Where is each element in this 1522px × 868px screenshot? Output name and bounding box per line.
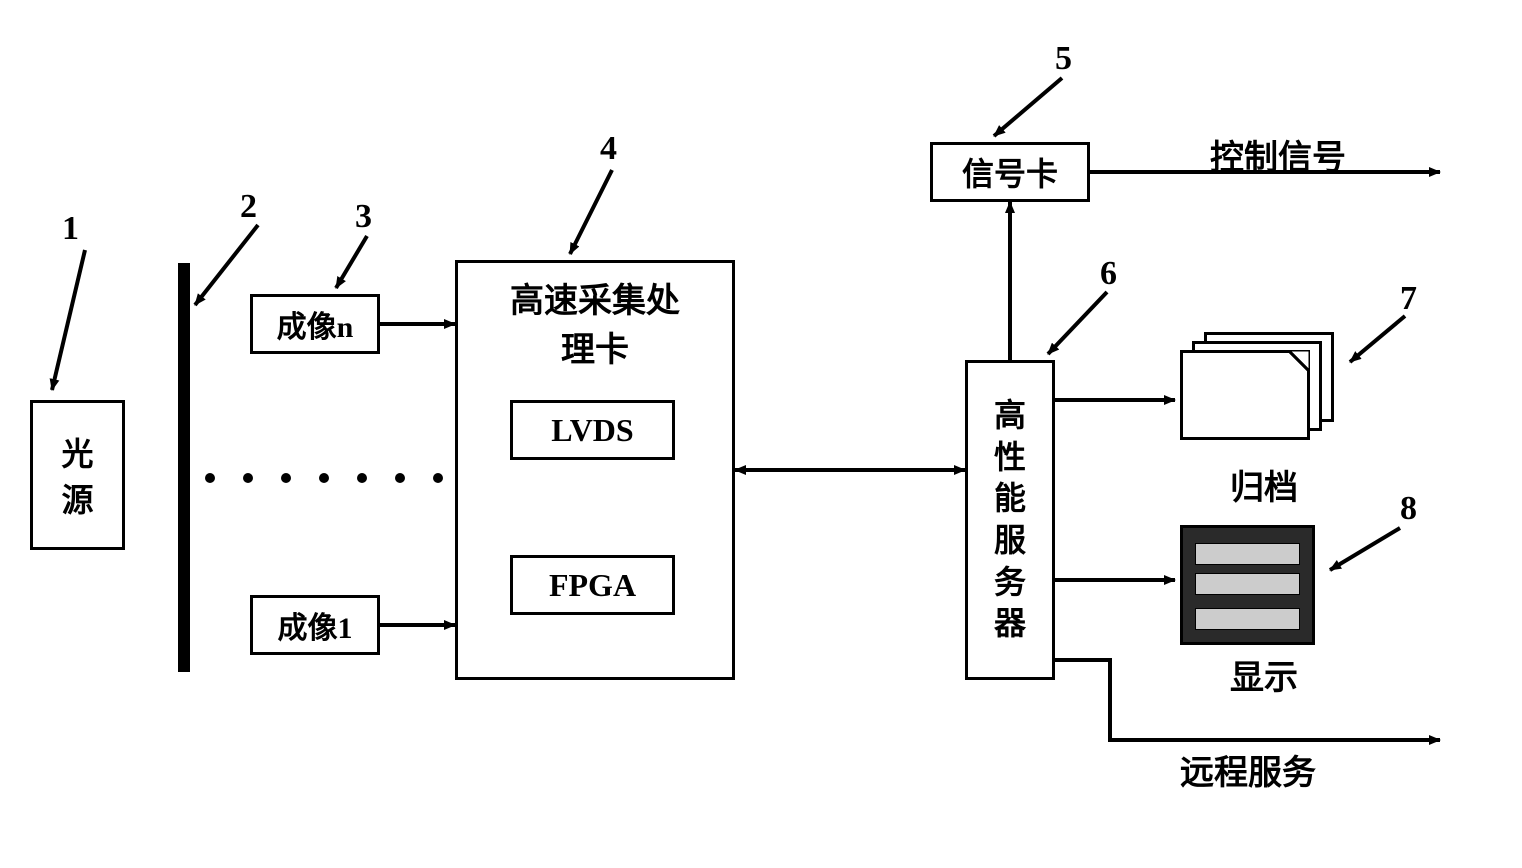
node-server: 高 性 能 服 务 器	[965, 360, 1055, 680]
node-fpga: FPGA	[510, 555, 675, 615]
num-8: 8	[1400, 490, 1417, 528]
monitor-line-2	[1195, 573, 1300, 595]
node-capture-card-label: 高速采集处 理卡	[510, 273, 680, 371]
node-capture-card: 高速采集处 理卡	[455, 260, 735, 680]
node-imaging-n: 成像n	[250, 294, 380, 354]
node-lvds: LVDS	[510, 400, 675, 460]
num-4: 4	[600, 130, 617, 168]
node-light-source: 光 源	[30, 400, 125, 550]
node-imaging-1-label: 成像1	[278, 603, 353, 647]
num-3: 3	[355, 198, 372, 236]
node-fpga-label: FPGA	[549, 567, 636, 604]
node-signal-card-label: 信号卡	[962, 149, 1058, 195]
num-1: 1	[62, 210, 79, 248]
node-lvds-label: LVDS	[551, 412, 633, 449]
num-2: 2	[240, 188, 257, 226]
label-control-signal: 控制信号	[1210, 130, 1346, 179]
diagram-root: 光 源 成像n 成像1 高速采集处 理卡 LVDS FPGA 信号卡 高 性 能…	[0, 0, 1522, 868]
monitor-icon	[1180, 525, 1315, 645]
num-6: 6	[1100, 255, 1117, 293]
label-display: 显示	[1230, 650, 1298, 699]
node-server-label: 高 性 能 服 务 器	[994, 395, 1026, 645]
num-5: 5	[1055, 40, 1072, 78]
node-light-source-label: 光 源	[61, 429, 93, 521]
monitor-line-3	[1195, 608, 1300, 630]
monitor-line-1	[1195, 543, 1300, 565]
label-remote: 远程服务	[1180, 745, 1316, 794]
num-7: 7	[1400, 280, 1417, 318]
node-signal-card: 信号卡	[930, 142, 1090, 202]
archive-page-1	[1180, 350, 1310, 440]
node-imaging-1: 成像1	[250, 595, 380, 655]
node-imaging-n-label: 成像n	[277, 302, 354, 346]
label-archive: 归档	[1230, 460, 1298, 509]
